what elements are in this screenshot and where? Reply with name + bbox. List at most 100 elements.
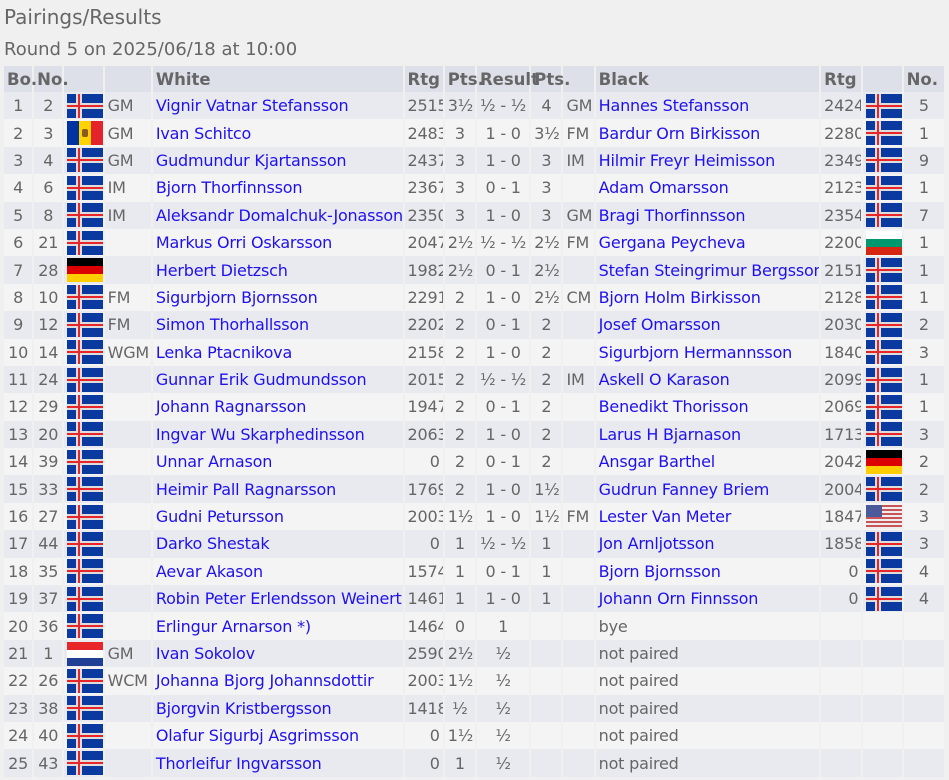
white-rating: 0 bbox=[404, 530, 443, 558]
player-link[interactable]: Hannes Stefansson bbox=[598, 96, 750, 116]
black-no bbox=[903, 639, 944, 668]
player-link[interactable]: Johann Orn Finnsson bbox=[598, 589, 759, 609]
player-link[interactable]: Ingvar Wu Skarphedinsson bbox=[155, 424, 365, 444]
player-link[interactable]: Gudni Petursson bbox=[155, 507, 284, 527]
table-row: 22 26 WCM Johanna Bjorg Johannsdottir 2003 1½… bbox=[4, 667, 944, 695]
player-link[interactable]: Darko Shestak bbox=[155, 534, 270, 554]
result: ½ bbox=[476, 639, 530, 668]
player-link[interactable]: Markus Orri Oskarsson bbox=[155, 233, 333, 253]
player-link[interactable]: Benedikt Thorisson bbox=[598, 397, 749, 417]
black-flag bbox=[863, 749, 902, 777]
player-link[interactable]: Erlingur Arnarson *) bbox=[155, 616, 311, 636]
white-title bbox=[104, 502, 151, 531]
player-link[interactable]: Askell O Karason bbox=[598, 370, 730, 390]
white-rating: 1574 bbox=[404, 557, 443, 586]
col-no: No. bbox=[34, 66, 69, 92]
player-link[interactable]: Larus H Bjarnason bbox=[598, 424, 742, 444]
table-row: 17 44 Darko Shestak 0 1 ½ - ½ 1 Jon Arnljotsson… bbox=[4, 530, 944, 558]
player-link[interactable]: Bardur Orn Birkisson bbox=[598, 123, 761, 143]
white-player: Lenka Ptacnikova bbox=[152, 338, 403, 366]
white-rating: 2003 bbox=[404, 502, 443, 531]
board: 15 bbox=[4, 475, 33, 503]
player-link[interactable]: Bjorgvin Kristbergsson bbox=[155, 698, 332, 718]
player-link[interactable]: Olafur Sigurbj Asgrimsson bbox=[155, 726, 359, 746]
white-no: 8 bbox=[34, 201, 63, 229]
flag-isl-icon bbox=[866, 148, 902, 173]
black-flag bbox=[863, 365, 902, 394]
flag-isl-icon bbox=[67, 586, 103, 611]
player-link[interactable]: Sigurbjorn Bjornsson bbox=[155, 287, 318, 307]
black-rating: 2349 bbox=[821, 146, 862, 175]
player-link[interactable]: Heimir Pall Ragnarsson bbox=[155, 479, 337, 499]
white-flag bbox=[64, 338, 103, 366]
table-row: 21 1 GM Ivan Sokolov 2590 2½ ½ not paired bbox=[4, 639, 944, 668]
player-link[interactable]: Ivan Schitco bbox=[155, 123, 252, 143]
flag-ned-icon bbox=[67, 641, 103, 666]
player-link[interactable]: Johanna Bjorg Johannsdottir bbox=[155, 671, 374, 691]
flag-isl-icon bbox=[67, 449, 103, 474]
player-link[interactable]: Thorleifur Ingvarsson bbox=[155, 753, 322, 773]
player-link[interactable]: Aevar Akason bbox=[155, 561, 263, 581]
white-flag bbox=[64, 448, 103, 476]
black-flag bbox=[863, 557, 902, 586]
white-no: 37 bbox=[34, 585, 63, 613]
white-no: 12 bbox=[34, 311, 63, 339]
player-link[interactable]: Bjorn Bjornsson bbox=[598, 561, 721, 581]
black-flag bbox=[863, 448, 902, 476]
flag-isl-icon bbox=[866, 121, 902, 146]
black-rating: 2280 bbox=[821, 119, 862, 147]
black-player: not paired bbox=[595, 721, 820, 750]
black-points: 1 bbox=[531, 557, 562, 586]
player-link[interactable]: Gudmundur Kjartansson bbox=[155, 150, 347, 170]
player-link[interactable]: Hilmir Freyr Heimisson bbox=[598, 150, 776, 170]
white-no: 40 bbox=[34, 721, 63, 750]
player-link[interactable]: Ansgar Barthel bbox=[598, 452, 716, 472]
player-link[interactable]: Robin Peter Erlendsson Weinert bbox=[155, 589, 402, 609]
player-link[interactable]: Stefan Steingrimur Bergsson bbox=[598, 260, 820, 280]
black-no bbox=[903, 612, 944, 640]
white-player: Gudni Petursson bbox=[152, 502, 403, 531]
white-title: GM bbox=[104, 92, 151, 120]
black-title bbox=[563, 448, 594, 476]
player-link[interactable]: Sigurbjorn Hermannsson bbox=[598, 342, 793, 362]
black-flag bbox=[863, 420, 902, 449]
white-flag bbox=[64, 119, 103, 147]
player-link[interactable]: Adam Omarsson bbox=[598, 178, 729, 198]
board: 4 bbox=[4, 174, 33, 202]
black-title: IM bbox=[563, 146, 594, 175]
col-pts: Pts. bbox=[444, 66, 484, 92]
player-link[interactable]: Gergana Peycheva bbox=[598, 233, 746, 253]
white-points: 2½ bbox=[444, 639, 475, 668]
player-link[interactable]: Ivan Sokolov bbox=[155, 644, 255, 663]
black-points: 2 bbox=[531, 365, 562, 394]
player-link[interactable]: Gunnar Erik Gudmundsson bbox=[155, 370, 367, 390]
white-title bbox=[104, 585, 151, 613]
board: 2 bbox=[4, 119, 33, 147]
player-link[interactable]: Jon Arnljotsson bbox=[598, 534, 715, 554]
flag-isl-icon bbox=[67, 751, 103, 776]
player-link[interactable]: Johann Ragnarsson bbox=[155, 397, 307, 417]
black-no bbox=[903, 667, 944, 695]
player-link[interactable]: Lester Van Meter bbox=[598, 507, 732, 527]
player-link[interactable]: Herbert Dietzsch bbox=[155, 260, 288, 280]
black-title: CM bbox=[563, 283, 594, 312]
player-link[interactable]: Bragi Thorfinnsson bbox=[598, 205, 746, 225]
white-points: 3 bbox=[444, 146, 475, 175]
board: 22 bbox=[4, 667, 33, 695]
black-points bbox=[531, 749, 562, 777]
player-link[interactable]: Lenka Ptacnikova bbox=[155, 342, 293, 362]
white-rating: 2590 bbox=[404, 639, 443, 668]
player-link[interactable]: Gudrun Fanney Briem bbox=[598, 479, 770, 499]
flag-isl-icon bbox=[866, 203, 902, 228]
player-link[interactable]: Bjorn Thorfinnsson bbox=[155, 178, 303, 198]
player-link[interactable]: Josef Omarsson bbox=[598, 315, 721, 335]
player-link[interactable]: Aleksandr Domalchuk-Jonasson bbox=[155, 205, 403, 225]
player-link[interactable]: Unnar Arnason bbox=[155, 452, 273, 472]
player-link[interactable]: Vignir Vatnar Stefansson bbox=[155, 96, 349, 116]
white-flag bbox=[64, 612, 103, 640]
player-link[interactable]: Bjorn Holm Birkisson bbox=[598, 287, 761, 307]
pairings-table: Bo. No. White Rtg Pts. Result Pts. Black… bbox=[2, 66, 946, 777]
player-link[interactable]: Simon Thorhallsson bbox=[155, 315, 309, 335]
white-player: Heimir Pall Ragnarsson bbox=[152, 475, 403, 503]
